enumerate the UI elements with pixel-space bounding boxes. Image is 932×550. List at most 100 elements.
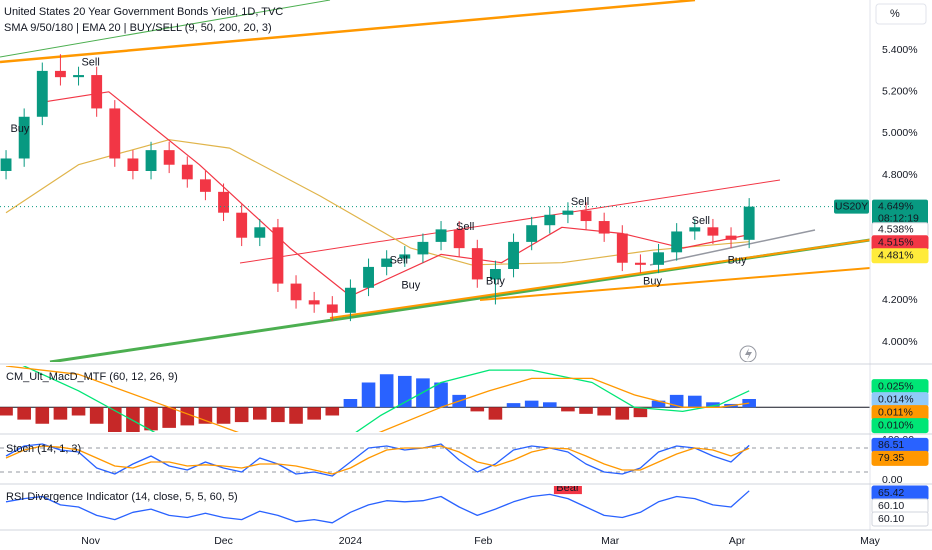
scale-mode-button[interactable]	[875, 3, 927, 25]
histogram-bar	[597, 407, 611, 416]
x-tick-label: 2024	[339, 535, 363, 547]
signal-badge	[553, 486, 582, 495]
trend-line	[0, 0, 331, 58]
x-tick-label: Dec	[214, 535, 233, 547]
last-price-label: 4.649%	[878, 200, 914, 212]
candle-body	[0, 158, 12, 171]
candle-body	[616, 233, 628, 263]
candle-body	[707, 227, 719, 236]
histogram-bar	[252, 407, 267, 420]
histogram-bar	[162, 407, 176, 428]
y-tick-label: 0.00	[882, 474, 903, 486]
candle-body	[181, 164, 193, 180]
trend-line	[239, 179, 781, 264]
candle-body	[127, 158, 139, 171]
signal-label: Sell	[456, 221, 474, 233]
candle-body	[236, 212, 248, 238]
price-tag-label: 0.011%	[878, 406, 913, 418]
x-tick-label: Apr	[729, 535, 746, 547]
histogram-bar	[343, 399, 358, 408]
candle-body	[109, 108, 121, 159]
candle-body	[562, 210, 574, 215]
y-tick-label: 4.800%	[882, 169, 918, 181]
price-tag	[871, 248, 929, 264]
y-tick-label: 4.200%	[882, 294, 918, 306]
price-tag-label: 4.481%	[878, 250, 914, 262]
series-line	[5, 366, 750, 432]
histogram-bar	[71, 407, 86, 416]
candle-body	[91, 75, 103, 109]
series-line	[5, 445, 750, 475]
candle-body	[308, 300, 320, 305]
histogram-bar	[289, 407, 303, 424]
histogram-bar	[271, 407, 285, 423]
histogram-bar	[579, 407, 593, 414]
histogram-bar	[89, 407, 104, 424]
y-tick-label: 5.400%	[882, 44, 918, 56]
price-tag-label: 79.35	[878, 452, 904, 464]
histogram-bar	[0, 407, 13, 416]
drawings	[0, 0, 870, 362]
symbol-badge	[834, 199, 869, 214]
histogram-bar	[561, 407, 575, 412]
candle-body	[544, 214, 556, 226]
candle-body	[743, 206, 755, 240]
alert-icon[interactable]	[739, 345, 757, 362]
candle-body	[344, 287, 356, 313]
candle-body	[218, 191, 229, 213]
price-tag-label: 65.42	[878, 487, 904, 499]
signal-label: Bear	[556, 482, 580, 494]
candle-body	[145, 150, 157, 171]
price-tag	[871, 450, 929, 466]
y-tick-label: 4.000%	[882, 336, 918, 348]
candle-body	[671, 231, 683, 253]
candle-body	[381, 258, 393, 267]
histogram-bar	[669, 394, 684, 408]
symbol-label: US20Y	[835, 200, 868, 212]
series-line	[5, 139, 750, 266]
candle-body	[435, 229, 447, 242]
signal-label: Buy	[643, 275, 662, 287]
candle-body	[36, 70, 48, 117]
series-line	[42, 91, 750, 297]
histogram-bar	[651, 400, 666, 408]
histogram-bar	[325, 407, 340, 416]
candle-body	[634, 262, 646, 265]
candle-body	[653, 252, 664, 265]
candle-body	[508, 241, 519, 269]
indicator-legend: SMA 9/50/180 | EMA 20 | BUY/SELL (9, 50,…	[4, 22, 272, 34]
scale-mode-label: %	[890, 8, 900, 20]
x-tick-label: Mar	[601, 535, 620, 547]
price-tag-label: 4.538%	[878, 224, 914, 236]
candle-body	[199, 179, 211, 192]
candle-body	[54, 70, 66, 78]
candle-body	[163, 150, 175, 165]
trend-line	[0, 0, 696, 64]
histogram-bar	[488, 407, 503, 420]
price-tag-label: 60.10	[878, 500, 904, 512]
series-line	[5, 490, 750, 524]
macd-pane	[0, 366, 870, 432]
price-tag	[871, 511, 929, 527]
stoch-title: Stoch (14, 1, 3)	[6, 443, 81, 455]
histogram-bar	[706, 402, 720, 408]
price-pane: Sell Buy Sell Sell Buy Buy Sell Sell Buy Buy	[0, 54, 870, 322]
signal-label: Sell	[81, 56, 99, 68]
candle-body	[272, 227, 284, 284]
candle-body	[489, 268, 501, 280]
histogram-bar	[53, 407, 68, 420]
histogram-bar	[470, 407, 485, 412]
candle-body	[453, 229, 465, 249]
trend-line	[479, 267, 870, 301]
series-line	[5, 443, 750, 477]
histogram-bar	[307, 407, 321, 420]
price-tag-label: 86.51	[878, 439, 904, 451]
candle-body	[580, 210, 592, 222]
trend-line	[329, 239, 870, 319]
histogram-bar	[397, 375, 412, 408]
histogram-bar	[615, 407, 630, 420]
candle-body	[417, 241, 429, 255]
candle-body	[363, 266, 374, 288]
